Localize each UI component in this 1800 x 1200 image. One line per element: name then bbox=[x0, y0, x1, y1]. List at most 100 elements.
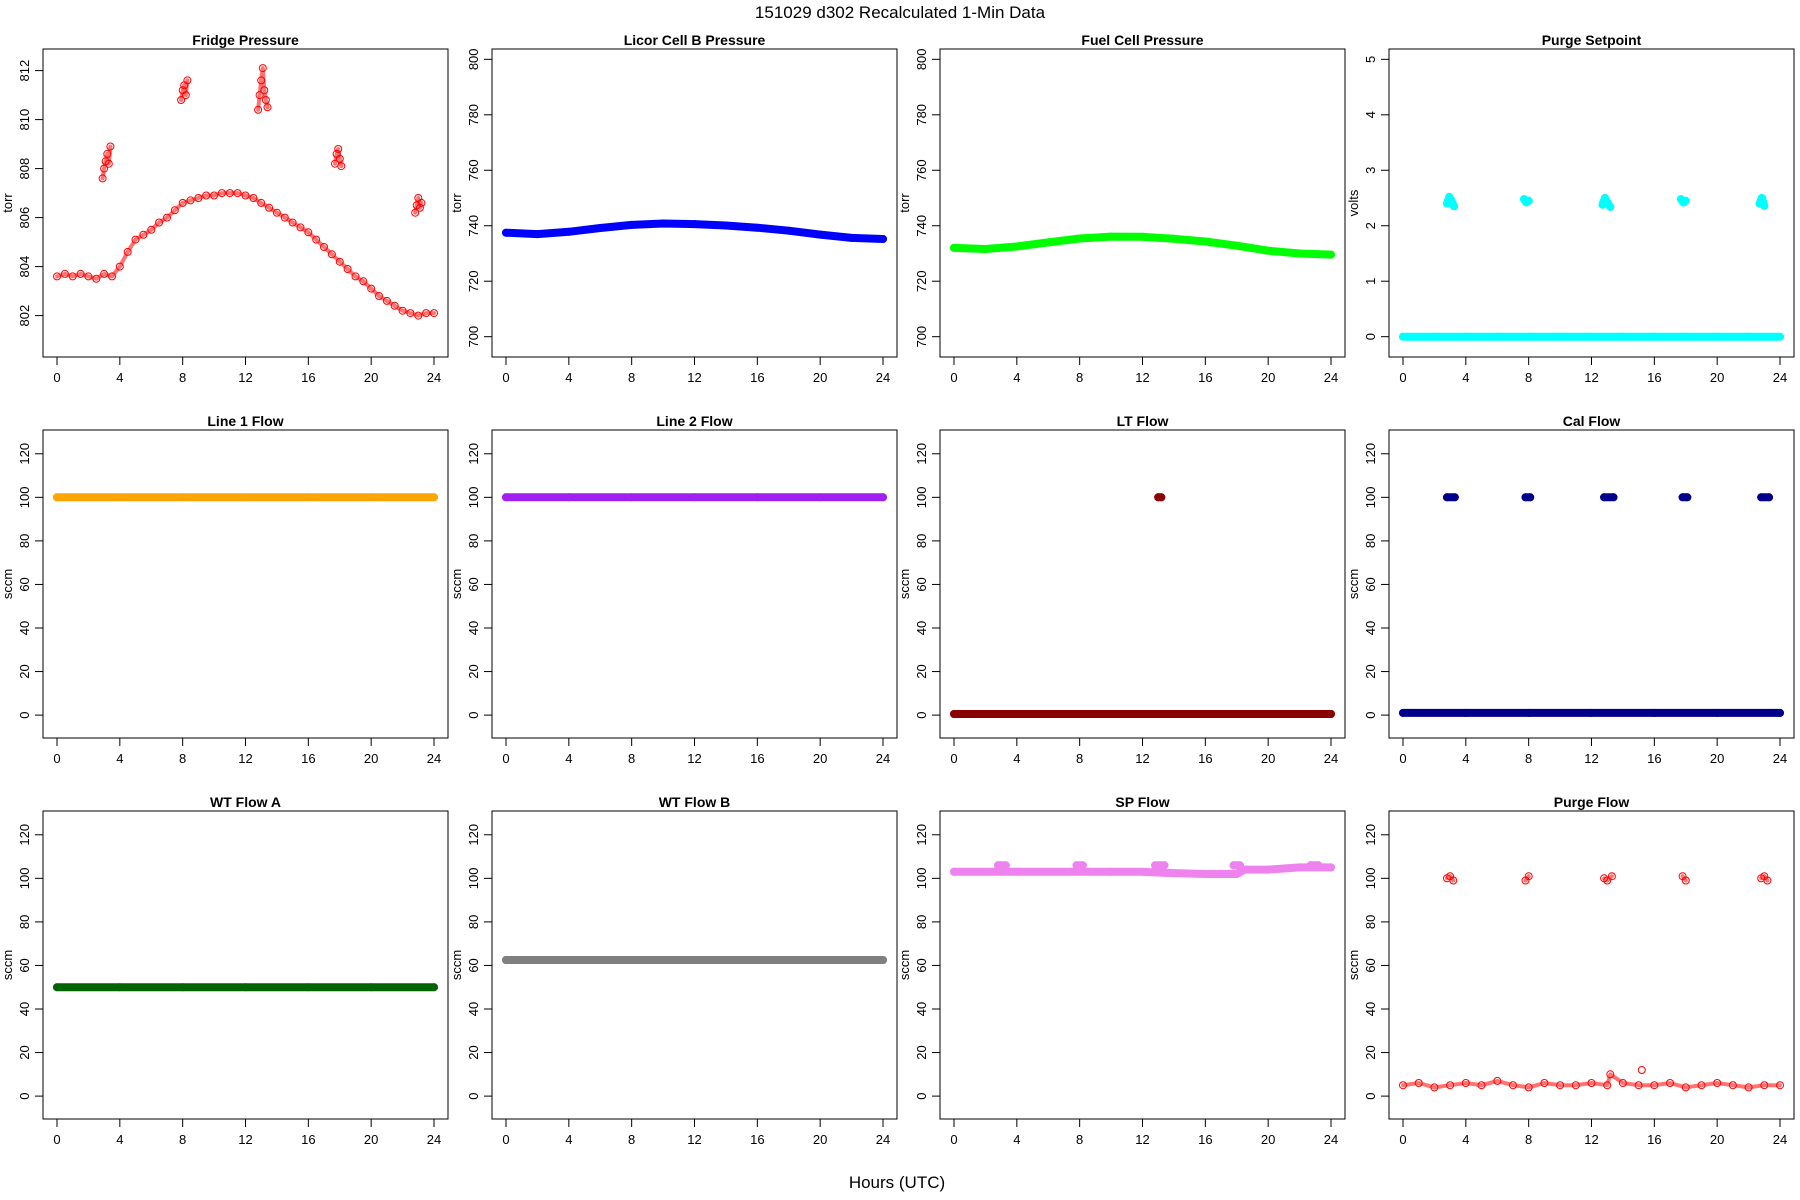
fridge-pressure-y-tick-label: 804 bbox=[17, 256, 32, 278]
purge-flow-series-2-point bbox=[1637, 1066, 1646, 1074]
fridge-pressure-series-1-point bbox=[430, 309, 438, 318]
line-2-flow-y-axis-label: sccm bbox=[449, 569, 464, 599]
fridge-pressure-series-1-point bbox=[170, 206, 179, 215]
purge-flow-series-1-point bbox=[1760, 1081, 1769, 1090]
panel-line-2-flow: Line 2 Flow 0 4 8 12 16 20 24 0 20 40 60 80 100 120 scc… bbox=[449, 413, 898, 766]
fuel-cell-pressure-series-1-point bbox=[1295, 249, 1304, 258]
line-1-flow-series-1-point bbox=[241, 493, 250, 502]
fridge-pressure-series-4-point bbox=[258, 64, 267, 73]
licor-cell-b-pressure-series-1-point bbox=[753, 223, 762, 232]
line-1-flow-series-1-point bbox=[430, 493, 438, 502]
licor-cell-b-pressure-series-1-point bbox=[879, 235, 887, 243]
cal-flow-series-1-point bbox=[1650, 708, 1659, 717]
purge-flow-series-1-point bbox=[1461, 1079, 1470, 1087]
panel-wt-flow-a: WT Flow A 0 4 8 12 16 20 24 0 20 40 60 80 100 120 sccm bbox=[0, 794, 449, 1147]
licor-cell-b-pressure-series-1-point bbox=[784, 226, 793, 235]
line-1-flow-y-tick-label: 100 bbox=[17, 486, 32, 508]
fridge-pressure-series-1-point bbox=[100, 269, 109, 278]
lt-flow-series-1-point bbox=[1138, 710, 1147, 718]
fridge-pressure-series-1-point bbox=[398, 306, 407, 315]
purge-setpoint-series-1-point bbox=[1430, 332, 1439, 341]
sp-flow-x-tick-label: 12 bbox=[1135, 1132, 1149, 1147]
purge-flow-x-tick-label: 12 bbox=[1584, 1132, 1598, 1147]
sp-flow-series-5-point bbox=[1235, 861, 1244, 870]
purge-setpoint-series-1-point bbox=[1556, 332, 1565, 341]
figure-title: 151029 d302 Recalculated 1-Min Data bbox=[755, 3, 1046, 22]
fridge-pressure-y-tick-label: 810 bbox=[17, 109, 32, 131]
cal-flow-series-2-point bbox=[1443, 493, 1451, 502]
cal-flow-y-axis-label: sccm bbox=[1346, 569, 1361, 599]
sp-flow-series-1-point bbox=[1295, 863, 1304, 872]
fridge-pressure-series-1-point bbox=[272, 208, 281, 217]
fridge-pressure-series-1-point bbox=[304, 228, 313, 237]
lt-flow-series-1-point bbox=[1075, 710, 1084, 718]
fridge-pressure-series-1-point bbox=[241, 191, 250, 200]
purge-setpoint-series-1-point bbox=[1650, 332, 1659, 341]
licor-cell-b-pressure-y-tick-label: 800 bbox=[466, 48, 481, 70]
fuel-cell-pressure-y-tick-label: 740 bbox=[914, 215, 929, 237]
fuel-cell-pressure-y-axis-label: torr bbox=[897, 193, 912, 213]
purge-setpoint-x-tick-label: 24 bbox=[1773, 370, 1787, 385]
fridge-pressure-series-1-point bbox=[178, 198, 187, 207]
wt-flow-b-x-tick-label: 12 bbox=[687, 1132, 701, 1147]
line-2-flow-x-tick-label: 0 bbox=[502, 751, 509, 766]
fuel-cell-pressure-series-1-point bbox=[1264, 246, 1273, 255]
purge-setpoint-x-tick-label: 12 bbox=[1584, 370, 1598, 385]
purge-flow-series-1-point bbox=[1666, 1079, 1674, 1087]
sp-flow-series-6-point bbox=[1314, 861, 1323, 870]
fridge-pressure-series-6-point bbox=[417, 198, 426, 207]
fridge-pressure-series-1-point bbox=[202, 191, 211, 200]
lt-flow-x-tick-label: 0 bbox=[950, 751, 957, 766]
cal-flow-y-tick-label: 100 bbox=[1363, 486, 1378, 508]
fridge-pressure-series-1-point bbox=[131, 235, 140, 244]
purge-setpoint-series-1-point bbox=[1713, 332, 1722, 341]
cal-flow-title: Cal Flow bbox=[1563, 413, 1621, 429]
purge-setpoint-y-tick-label: 0 bbox=[1363, 333, 1378, 340]
fridge-pressure-series-1-point bbox=[343, 265, 352, 273]
fuel-cell-pressure-x-tick-label: 24 bbox=[1324, 370, 1338, 385]
fuel-cell-pressure-data bbox=[950, 232, 1335, 259]
licor-cell-b-pressure-series-1-point bbox=[847, 233, 856, 242]
purge-setpoint-x-tick-label: 4 bbox=[1462, 370, 1469, 385]
wt-flow-a-series-1-point bbox=[367, 983, 376, 992]
purge-flow-series-1-point bbox=[1618, 1079, 1627, 1087]
purge-setpoint-y-tick-label: 2 bbox=[1363, 222, 1378, 229]
purge-flow-series-6-band bbox=[1680, 874, 1688, 883]
line-1-flow-title: Line 1 Flow bbox=[207, 413, 283, 429]
cal-flow-series-2-point bbox=[1450, 493, 1459, 502]
wt-flow-a-series-1-point bbox=[304, 983, 313, 992]
wt-flow-a-y-tick-label: 20 bbox=[17, 1045, 32, 1059]
fridge-pressure-series-1-point bbox=[265, 203, 274, 212]
cal-flow-series-1-point bbox=[1776, 708, 1784, 717]
line-2-flow-y-tick-label: 40 bbox=[466, 621, 481, 635]
licor-cell-b-pressure-title: Licor Cell B Pressure bbox=[624, 32, 766, 48]
sp-flow-x-tick-label: 8 bbox=[1076, 1132, 1083, 1147]
sp-flow-x-tick-label: 4 bbox=[1013, 1132, 1020, 1147]
fuel-cell-pressure-y-tick-label: 800 bbox=[914, 48, 929, 70]
wt-flow-a-x-tick-label: 8 bbox=[179, 1132, 186, 1147]
lt-flow-x-tick-label: 12 bbox=[1135, 751, 1149, 766]
cal-flow-data bbox=[1399, 493, 1784, 717]
sp-flow-x-tick-label: 20 bbox=[1261, 1132, 1275, 1147]
purge-flow-series-7-point bbox=[1763, 876, 1772, 885]
purge-flow-plot-frame bbox=[1388, 810, 1795, 1120]
cal-flow-x-tick-label: 8 bbox=[1525, 751, 1532, 766]
licor-cell-b-pressure-y-tick-label: 720 bbox=[466, 270, 481, 292]
purge-flow-series-1-band bbox=[1401, 1072, 1782, 1090]
licor-cell-b-pressure-y-tick-label: 760 bbox=[466, 159, 481, 181]
licor-cell-b-pressure-series-1-point bbox=[564, 227, 573, 236]
fuel-cell-pressure-x-tick-label: 20 bbox=[1261, 370, 1275, 385]
licor-cell-b-pressure-x-tick-label: 24 bbox=[876, 370, 890, 385]
panel-wt-flow-b: WT Flow B 0 4 8 12 16 20 24 0 20 40 60 80 100 120 sccm bbox=[449, 794, 898, 1147]
licor-cell-b-pressure-y-axis-label: torr bbox=[449, 193, 464, 213]
purge-flow-series-4-band bbox=[1523, 874, 1531, 883]
sp-flow-series-4-point bbox=[1160, 861, 1169, 870]
line-2-flow-series-1-point bbox=[879, 493, 887, 502]
wt-flow-b-y-tick-label: 20 bbox=[466, 1045, 481, 1059]
purge-flow-y-tick-label: 40 bbox=[1363, 1002, 1378, 1016]
purge-setpoint-y-axis-label: volts bbox=[1346, 189, 1361, 216]
sp-flow-y-tick-label: 100 bbox=[914, 867, 929, 889]
sp-flow-series-1-point bbox=[1107, 867, 1116, 876]
fridge-pressure-series-1-band bbox=[55, 191, 436, 318]
fridge-pressure-series-1-point bbox=[194, 194, 203, 202]
